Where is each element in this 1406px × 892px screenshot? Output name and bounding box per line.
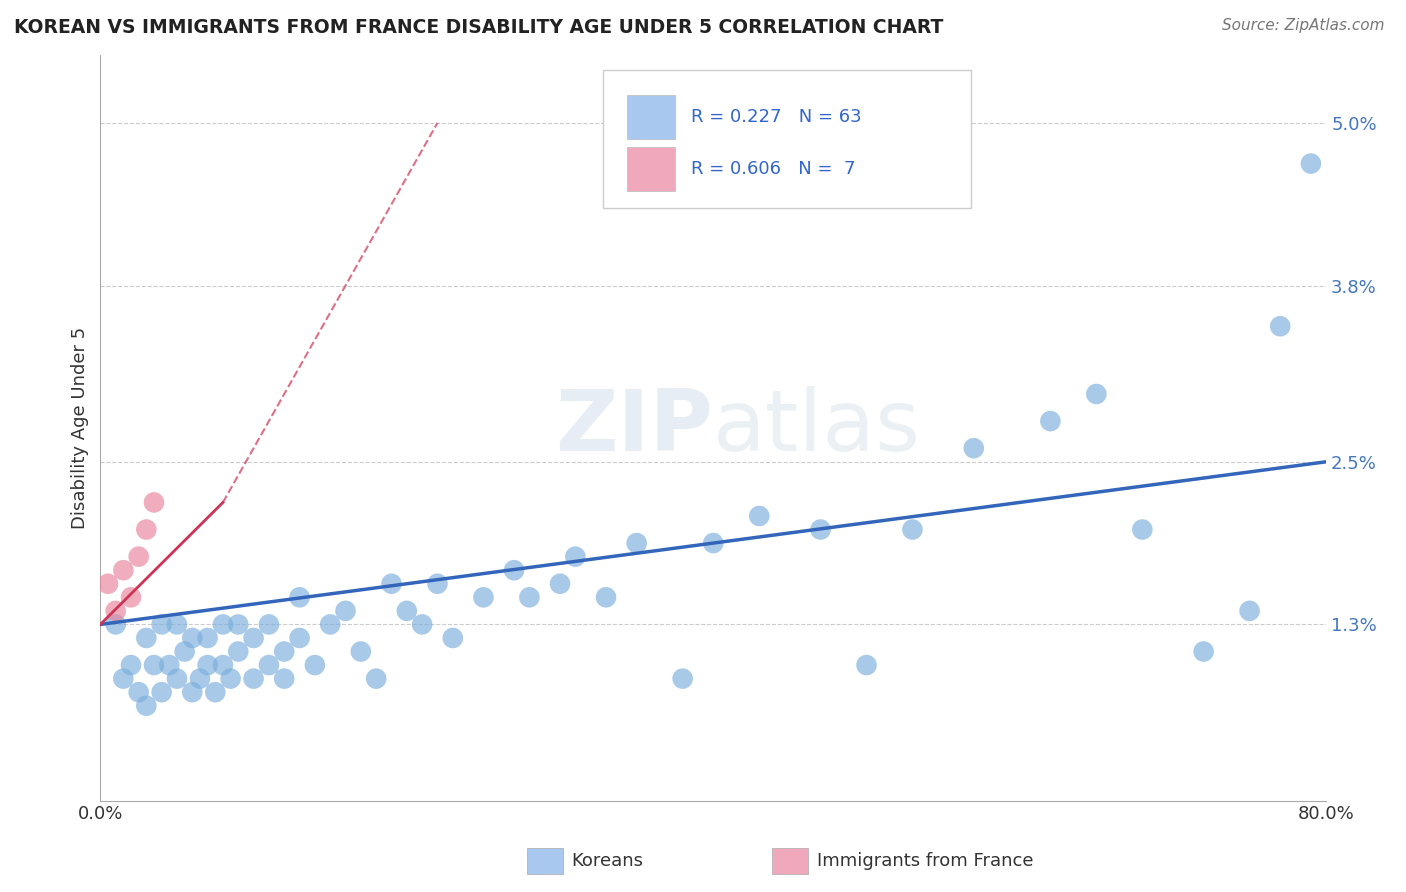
Text: R = 0.227   N = 63: R = 0.227 N = 63 <box>692 108 862 126</box>
Point <box>166 617 188 632</box>
Text: R = 0.606   N =  7: R = 0.606 N = 7 <box>692 160 856 178</box>
Point <box>319 617 342 632</box>
Point <box>197 658 219 673</box>
Point <box>143 658 166 673</box>
Text: atlas: atlas <box>713 386 921 469</box>
Text: ZIP: ZIP <box>555 386 713 469</box>
Point <box>226 644 249 658</box>
Point <box>472 591 495 605</box>
Text: Source: ZipAtlas.com: Source: ZipAtlas.com <box>1222 18 1385 33</box>
Point <box>242 672 264 686</box>
Point <box>97 576 120 591</box>
Point <box>104 617 127 632</box>
Point <box>181 631 204 645</box>
Point <box>426 576 449 591</box>
Point <box>104 604 127 618</box>
Text: Immigrants from France: Immigrants from France <box>817 852 1033 871</box>
FancyBboxPatch shape <box>627 147 675 191</box>
Point <box>564 549 586 564</box>
Point <box>273 672 295 686</box>
Point <box>120 591 142 605</box>
Point <box>135 631 157 645</box>
Point <box>135 523 157 537</box>
Point <box>702 536 724 550</box>
Point <box>519 591 541 605</box>
FancyBboxPatch shape <box>603 70 970 208</box>
Point <box>219 672 242 686</box>
Point <box>1130 523 1153 537</box>
Point <box>128 685 150 699</box>
Point <box>395 604 418 618</box>
Point <box>288 591 311 605</box>
Point <box>188 672 211 686</box>
Point <box>288 631 311 645</box>
Point <box>350 644 373 658</box>
Point <box>150 617 173 632</box>
Point <box>672 672 695 686</box>
Point <box>120 658 142 673</box>
Point <box>204 685 226 699</box>
Point <box>173 644 195 658</box>
Point <box>1039 414 1062 428</box>
Point <box>143 495 166 509</box>
FancyBboxPatch shape <box>627 95 675 138</box>
Point <box>257 617 280 632</box>
Point <box>963 441 986 455</box>
Point <box>1192 644 1215 658</box>
Point <box>150 685 173 699</box>
Point <box>411 617 433 632</box>
Point <box>1299 156 1322 170</box>
Point <box>226 617 249 632</box>
Text: Koreans: Koreans <box>572 852 644 871</box>
Point <box>157 658 180 673</box>
Point <box>548 576 571 591</box>
Point <box>441 631 464 645</box>
Point <box>626 536 648 550</box>
Point <box>1270 319 1292 334</box>
Point <box>901 523 924 537</box>
Point <box>1085 387 1108 401</box>
Point <box>273 644 295 658</box>
Point <box>380 576 402 591</box>
Text: KOREAN VS IMMIGRANTS FROM FRANCE DISABILITY AGE UNDER 5 CORRELATION CHART: KOREAN VS IMMIGRANTS FROM FRANCE DISABIL… <box>14 18 943 37</box>
Point <box>197 631 219 645</box>
Point <box>366 672 388 686</box>
Point <box>166 672 188 686</box>
Point <box>304 658 326 673</box>
Point <box>242 631 264 645</box>
Point <box>748 508 770 523</box>
Point <box>181 685 204 699</box>
Point <box>595 591 617 605</box>
Point <box>335 604 357 618</box>
Point <box>1239 604 1261 618</box>
Point <box>257 658 280 673</box>
Point <box>212 617 235 632</box>
Y-axis label: Disability Age Under 5: Disability Age Under 5 <box>72 326 89 529</box>
Point <box>810 523 832 537</box>
Point <box>112 672 135 686</box>
Point <box>212 658 235 673</box>
Point <box>112 563 135 577</box>
Point <box>855 658 877 673</box>
Point <box>128 549 150 564</box>
Point <box>135 698 157 713</box>
Point <box>503 563 526 577</box>
